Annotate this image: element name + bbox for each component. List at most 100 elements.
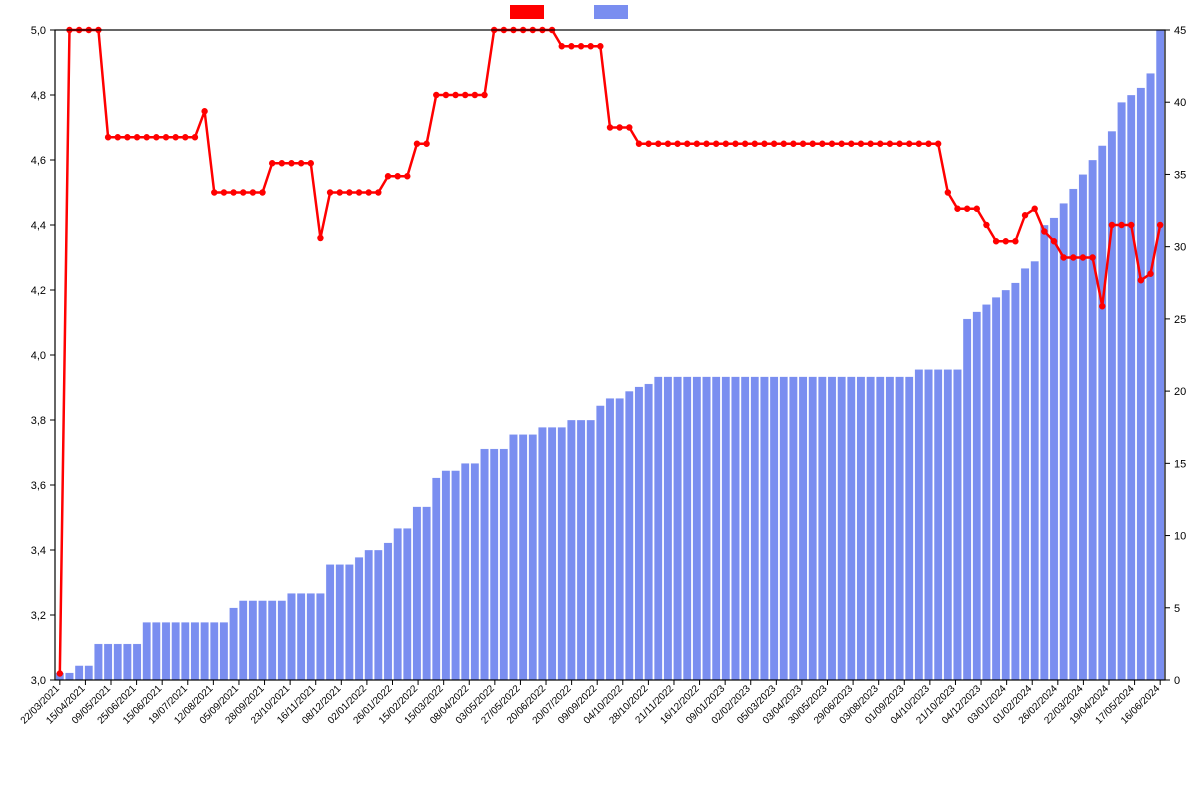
line-marker (1138, 277, 1144, 283)
bar (65, 673, 73, 680)
bar (751, 377, 759, 680)
line-marker (192, 134, 198, 140)
bar (867, 377, 875, 680)
y-left-tick-label: 5,0 (31, 25, 46, 37)
line-marker (1060, 254, 1066, 260)
y-left-tick-label: 3,6 (31, 480, 46, 492)
line-marker (568, 43, 574, 49)
line-marker (867, 141, 873, 147)
bar (365, 550, 373, 680)
line-marker (1080, 254, 1086, 260)
line-marker (230, 189, 236, 195)
line-marker (848, 141, 854, 147)
line-marker (240, 189, 246, 195)
line-marker (935, 141, 941, 147)
line-marker (115, 134, 121, 140)
line-marker (684, 141, 690, 147)
line-marker (771, 141, 777, 147)
line-marker (761, 141, 767, 147)
bar (1137, 88, 1145, 680)
line-marker (896, 141, 902, 147)
bar (1069, 189, 1077, 680)
line-marker (250, 189, 256, 195)
bar (191, 622, 199, 680)
bar (519, 434, 527, 680)
line-marker (259, 189, 265, 195)
y-left-tick-label: 4,4 (31, 220, 46, 232)
bar (722, 377, 730, 680)
line-marker (713, 141, 719, 147)
bar (210, 622, 218, 680)
line-marker (645, 141, 651, 147)
line-marker (385, 173, 391, 179)
line-marker (365, 189, 371, 195)
bar (538, 427, 546, 680)
line-marker (974, 206, 980, 212)
y-right-tick-label: 45 (1174, 25, 1186, 37)
bar (451, 471, 459, 680)
line-marker (559, 43, 565, 49)
bar (307, 593, 315, 680)
bar (886, 377, 894, 680)
line-marker (1022, 212, 1028, 218)
line-marker (1157, 222, 1163, 228)
line-marker (414, 141, 420, 147)
y-right-tick-label: 5 (1174, 603, 1180, 615)
bar (818, 377, 826, 680)
line-marker (1051, 238, 1057, 244)
bar (895, 377, 903, 680)
bar (673, 377, 681, 680)
bar (529, 434, 537, 680)
bar (1098, 146, 1106, 680)
bar (731, 377, 739, 680)
bar (702, 377, 710, 680)
line-marker (298, 160, 304, 166)
line-marker (1089, 254, 1095, 260)
line-marker (1118, 222, 1124, 228)
line-marker (462, 92, 468, 98)
bar (143, 622, 151, 680)
bar (326, 564, 334, 680)
bar (635, 387, 643, 680)
bar (596, 406, 604, 680)
bar (1117, 102, 1125, 680)
bar (693, 377, 701, 680)
bar (384, 543, 392, 680)
line-marker (279, 160, 285, 166)
bar (104, 644, 112, 680)
y-right-tick-label: 40 (1174, 97, 1186, 109)
bar (394, 528, 402, 680)
bar (577, 420, 585, 680)
bar (1060, 203, 1068, 680)
bar (1021, 268, 1029, 680)
line-marker (423, 141, 429, 147)
line-marker (211, 189, 217, 195)
bar (1011, 283, 1019, 680)
y-left-tick-label: 3,0 (31, 675, 46, 687)
y-right-tick-label: 0 (1174, 675, 1180, 687)
line-marker (983, 222, 989, 228)
bar (1089, 160, 1097, 680)
line-marker (674, 141, 680, 147)
bar (85, 666, 93, 680)
bar (471, 463, 479, 680)
line-marker (597, 43, 603, 49)
time-series-combo-chart: 3,03,23,43,63,84,04,24,44,64,85,00510152… (0, 0, 1200, 800)
bar (780, 377, 788, 680)
line-marker (1128, 222, 1134, 228)
bar (924, 369, 932, 680)
y-left-tick-label: 3,8 (31, 415, 46, 427)
line-marker (394, 173, 400, 179)
bar (953, 369, 961, 680)
bar (992, 297, 1000, 680)
bar (75, 666, 83, 680)
line-marker (781, 141, 787, 147)
line-marker (288, 160, 294, 166)
bar (442, 471, 450, 680)
bar (760, 377, 768, 680)
bar (355, 557, 363, 680)
line-marker (1003, 238, 1009, 244)
line-marker (993, 238, 999, 244)
line-marker (1147, 271, 1153, 277)
line-marker (1070, 254, 1076, 260)
